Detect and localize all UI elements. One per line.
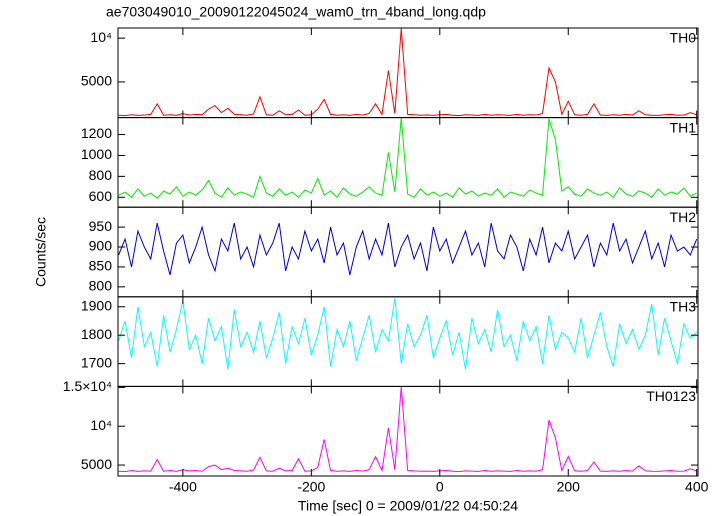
series-line (118, 386, 697, 473)
series-line (118, 28, 697, 117)
panel-label: TH0123 (646, 388, 696, 404)
y-tick-label: 1700 (81, 354, 112, 370)
y-tick-label: 900 (89, 238, 113, 254)
y-tick-label: 800 (89, 167, 113, 183)
y-tick-label: 600 (89, 188, 113, 204)
y-tick-label: 850 (89, 258, 113, 274)
y-tick-label: 10⁴ (90, 417, 112, 433)
y-tick-label: 1800 (81, 326, 112, 342)
panel-label: TH2 (670, 209, 697, 225)
x-tick-label: 0 (436, 479, 444, 495)
panel-label: TH1 (670, 119, 697, 135)
x-tick-label: 400 (685, 479, 709, 495)
series-line (118, 298, 698, 370)
chart-title: ae703049010_20090122045024_wam0_trn_4ban… (106, 4, 486, 20)
y-axis-label: Counts/sec (33, 217, 49, 287)
series-line (118, 117, 697, 200)
panel-frame (117, 385, 699, 477)
x-axis-label: Time [sec] 0 = 2009/01/22 04:50:24 (298, 498, 518, 514)
panel-frame (117, 206, 699, 298)
x-tick-label: 200 (557, 479, 581, 495)
y-tick-label: 800 (89, 278, 113, 294)
x-tick-label: -200 (297, 479, 325, 495)
series-line (118, 222, 698, 276)
y-tick-label: 1.5×10⁴ (63, 378, 112, 394)
y-tick-label: 1000 (81, 146, 112, 162)
x-tick-label: -400 (169, 479, 197, 495)
panel-label: TH3 (670, 299, 697, 315)
panel-label: TH0 (670, 30, 697, 46)
y-tick-label: 5000 (81, 73, 112, 89)
y-tick-label: 950 (89, 218, 113, 234)
panel-frame (117, 27, 699, 119)
y-tick-label: 5000 (81, 456, 112, 472)
y-tick-label: 10⁴ (90, 29, 112, 45)
y-tick-label: 1900 (81, 297, 112, 313)
y-tick-label: 1200 (81, 125, 112, 141)
